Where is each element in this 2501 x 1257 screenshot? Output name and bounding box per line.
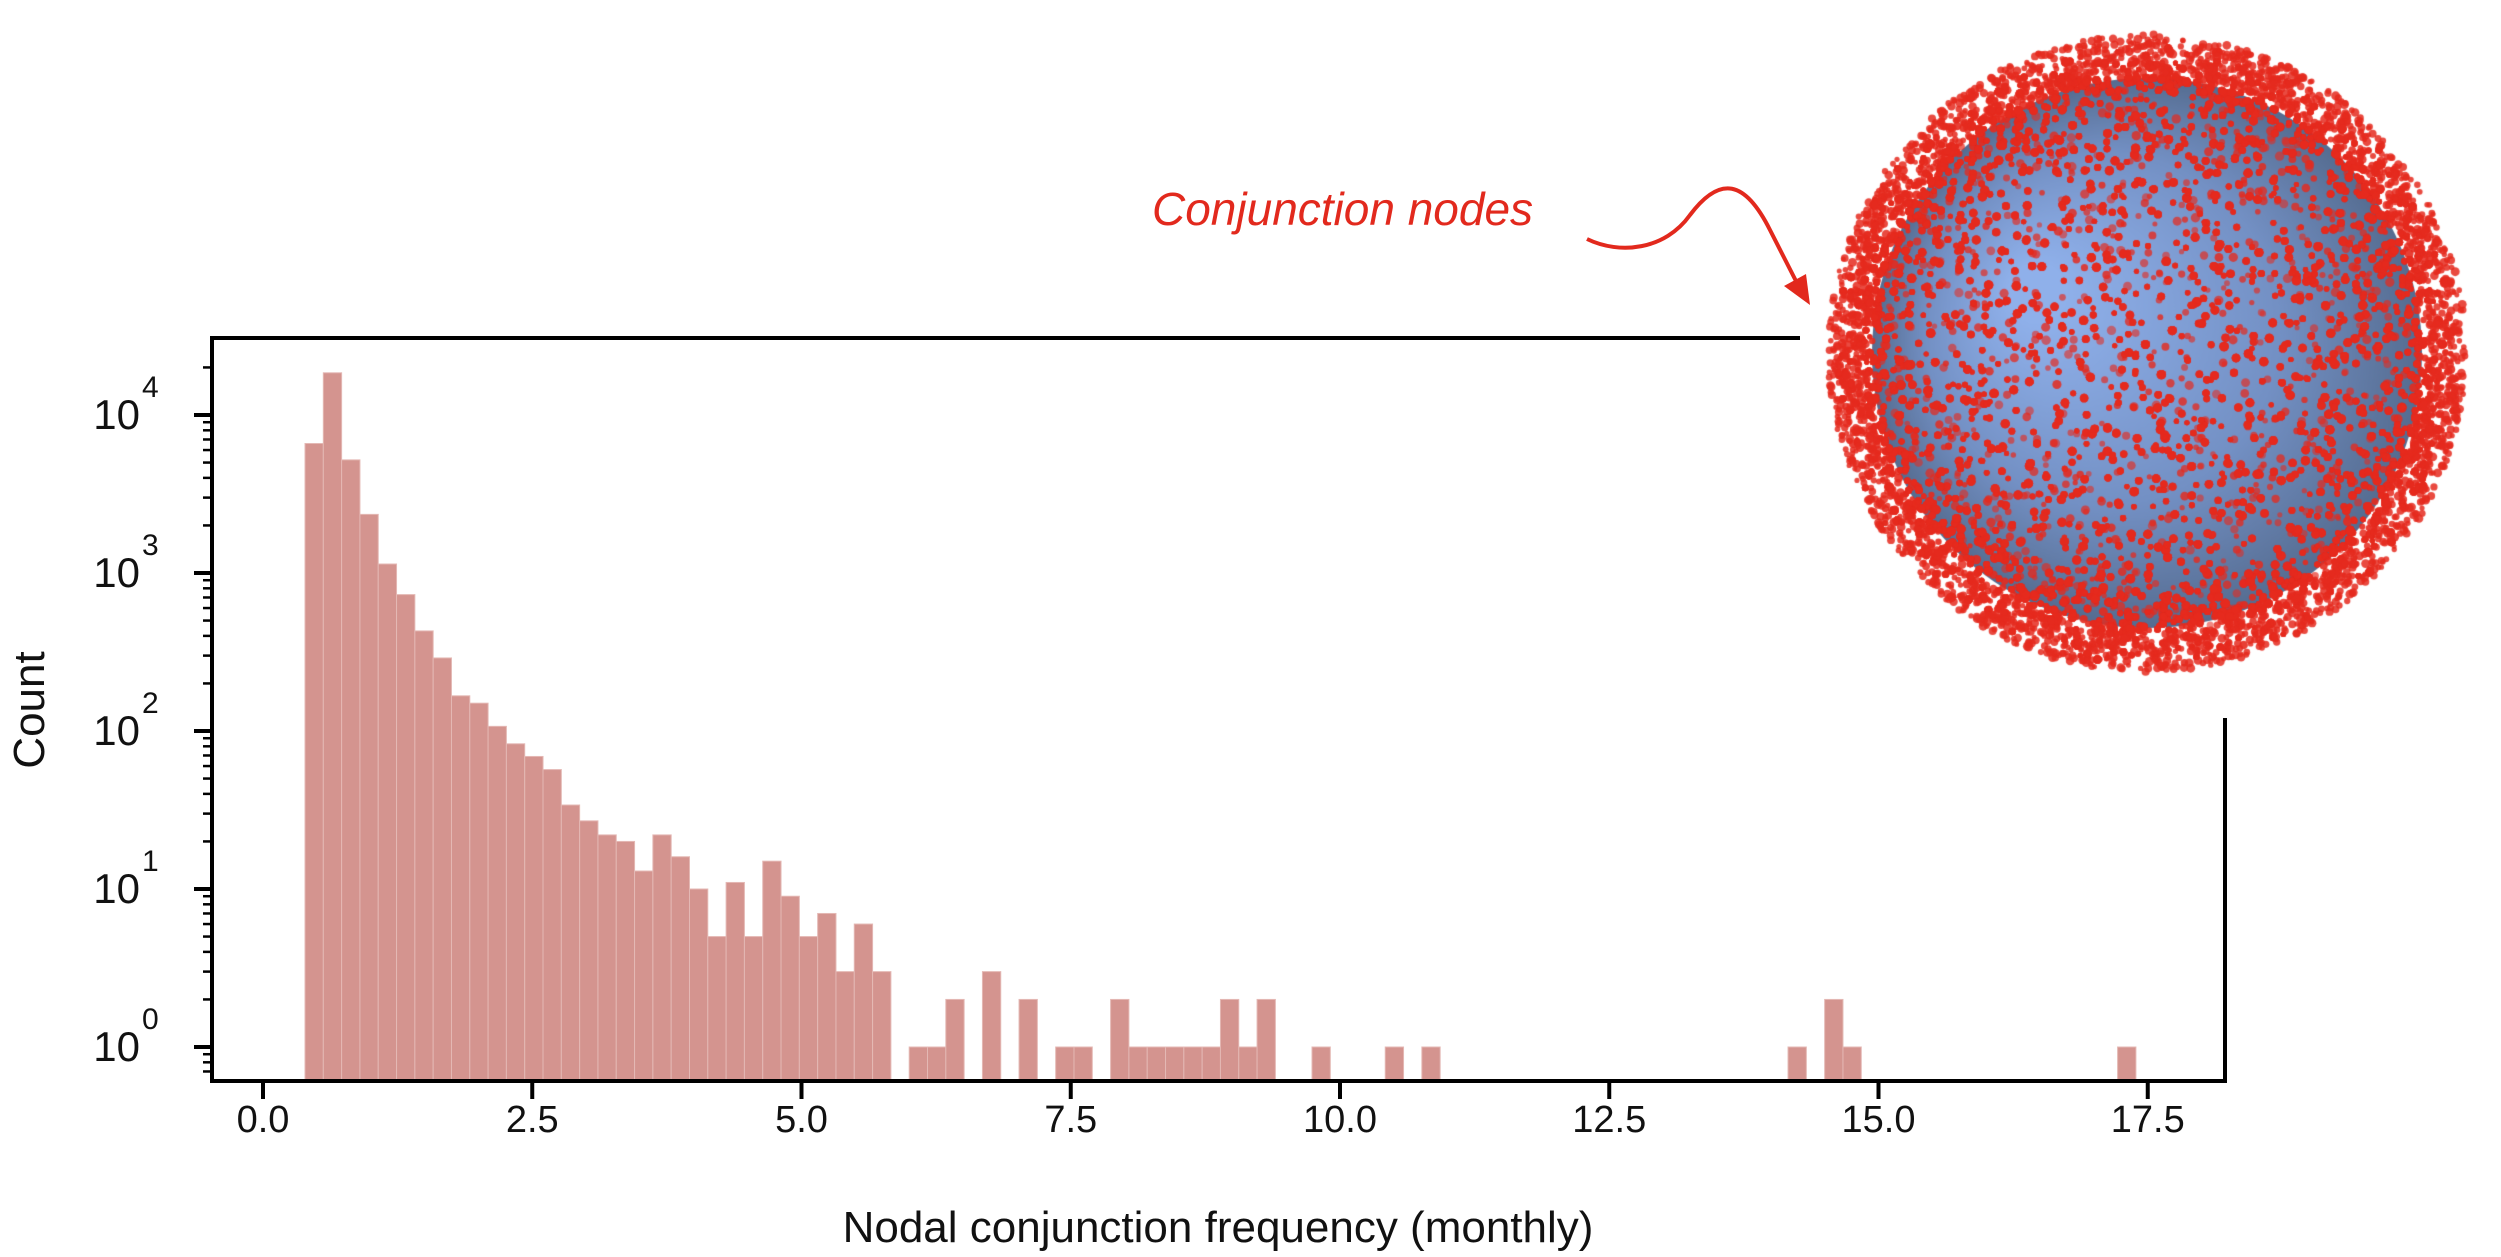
histogram-bar	[2117, 1046, 2137, 1082]
histogram-bar	[560, 804, 581, 1082]
x-tick-label: 10.0	[1303, 1099, 1377, 1141]
histogram-bar	[1055, 1046, 1075, 1082]
x-tick-label: 2.5	[506, 1099, 559, 1141]
histogram-bar	[432, 657, 452, 1082]
histogram-bar	[670, 856, 690, 1082]
x-tick-label: 15.0	[1842, 1099, 1916, 1141]
histogram-bar	[1146, 1046, 1167, 1082]
histogram-bar	[1256, 998, 1276, 1082]
histogram-bar	[579, 820, 599, 1082]
histogram-bar	[1018, 998, 1038, 1082]
histogram-bar	[945, 998, 965, 1082]
histogram-bar	[798, 936, 819, 1082]
histogram-bar	[377, 563, 398, 1082]
histogram-bar	[1165, 1046, 1185, 1082]
histogram-bar	[1311, 1046, 1331, 1082]
y-tick-exponent: 3	[142, 529, 159, 562]
histogram-bar	[762, 860, 782, 1082]
histogram-bar	[1824, 998, 1844, 1082]
histogram-bar	[908, 1046, 929, 1082]
histogram-bar	[1238, 1046, 1258, 1082]
histogram-bar	[304, 443, 324, 1082]
histogram-bar	[780, 895, 800, 1082]
y-tick-label: 10	[93, 549, 140, 596]
x-tick-label: 17.5	[2111, 1099, 2185, 1141]
histogram-bar	[341, 459, 361, 1082]
histogram-bar	[743, 936, 764, 1082]
histogram-bar	[1201, 1046, 1221, 1082]
y-tick-exponent: 0	[142, 1003, 159, 1036]
x-tick-label: 0.0	[237, 1099, 290, 1141]
y-tick-exponent: 4	[142, 371, 159, 404]
histogram-bar	[1384, 1046, 1405, 1082]
histogram-bar	[524, 755, 544, 1082]
histogram-bar	[872, 971, 892, 1082]
histogram-bar	[469, 702, 489, 1082]
histogram-bar	[1219, 998, 1240, 1082]
x-tick-label: 12.5	[1572, 1099, 1646, 1141]
histogram-bar	[688, 888, 709, 1082]
histogram-bar	[1110, 998, 1130, 1082]
histogram-bar	[542, 769, 562, 1082]
y-tick-exponent: 1	[142, 845, 159, 878]
histogram-bar	[835, 971, 855, 1082]
x-axis-ticks: 0.0 2.5 5.0 7.5 10.0 12.5 15.0 17.5	[237, 1081, 2185, 1141]
histogram-bar	[322, 372, 343, 1082]
histogram-bar	[487, 725, 507, 1082]
histogram-bar	[396, 594, 416, 1082]
histogram-bar	[817, 912, 837, 1082]
y-tick-exponent: 2	[142, 687, 159, 720]
histogram-bar	[853, 923, 874, 1082]
histogram-bar	[597, 834, 617, 1082]
histogram-bar	[707, 936, 727, 1082]
y-tick-label: 10	[93, 707, 140, 754]
annotation-arrow-icon	[1586, 186, 1800, 286]
conjunction-nodes-sphere-image	[1800, 0, 2500, 720]
y-tick-label: 10	[93, 1023, 140, 1070]
y-tick-label: 10	[93, 865, 140, 912]
histogram-bar	[505, 743, 526, 1082]
x-tick-label: 7.5	[1044, 1099, 1097, 1141]
y-axis-label: Count	[5, 651, 54, 768]
histogram-bar	[414, 630, 434, 1082]
histogram-bar	[927, 1046, 947, 1082]
histogram-bar	[450, 695, 471, 1082]
histogram-bar	[359, 513, 379, 1082]
histogram-bar	[615, 840, 636, 1082]
x-tick-label: 5.0	[775, 1099, 828, 1141]
histogram-bar	[1842, 1046, 1862, 1082]
histogram-bar	[1787, 1046, 1807, 1082]
histogram-bar	[981, 971, 1002, 1082]
x-axis-label: Nodal conjunction frequency (monthly)	[843, 1203, 1594, 1252]
annotation-label: Conjunction nodes	[1152, 183, 1533, 235]
histogram-bar	[1421, 1046, 1441, 1082]
y-tick-label: 10	[93, 391, 140, 438]
histogram-bar	[634, 870, 654, 1082]
histogram-bar	[1073, 1046, 1093, 1082]
histogram-bar	[1183, 1046, 1203, 1082]
histogram-bar	[652, 834, 672, 1082]
histogram-bar	[1128, 1046, 1148, 1082]
histogram-bar	[725, 881, 745, 1082]
